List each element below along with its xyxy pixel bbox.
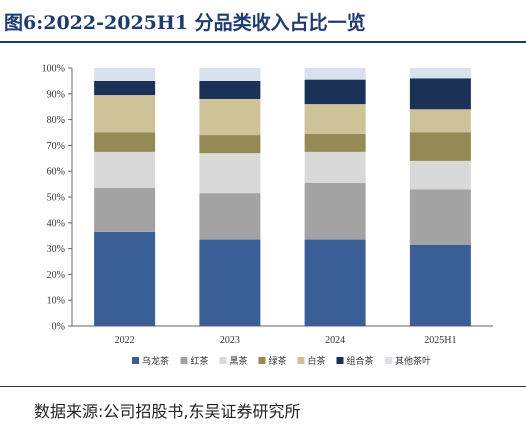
bar-segment-3 bbox=[409, 160, 471, 190]
legend-label: 红茶 bbox=[191, 355, 209, 367]
y-tick-label: 60% bbox=[47, 167, 65, 178]
bar-segment-6 bbox=[304, 79, 366, 105]
legend-label: 乌龙茶 bbox=[142, 355, 169, 367]
bar-segment-7 bbox=[94, 68, 156, 81]
legend-label: 白茶 bbox=[308, 355, 326, 367]
bar-segment-1 bbox=[409, 244, 471, 326]
legend-swatch bbox=[219, 357, 227, 364]
stacked-bar-chart: 0% 10% 20% 30% 40% 50% 60% 70% 80% 90% 100% 2022 202… bbox=[42, 64, 493, 367]
y-tick-label: 0% bbox=[52, 322, 65, 333]
bar-segment-5 bbox=[304, 104, 366, 134]
y-tick-label: 90% bbox=[47, 89, 65, 100]
x-tick-label: 2022 bbox=[115, 335, 135, 346]
bar-segment-6 bbox=[409, 78, 471, 110]
bar-segment-2 bbox=[199, 193, 261, 240]
bar-segment-3 bbox=[199, 153, 261, 194]
title-divider bbox=[0, 41, 526, 43]
y-tick-label: 20% bbox=[47, 270, 65, 281]
legend-label: 其他茶叶 bbox=[395, 355, 431, 367]
bar-segment-5 bbox=[409, 109, 471, 133]
bar-segment-6 bbox=[199, 80, 261, 99]
y-tick-label: 70% bbox=[47, 141, 65, 152]
legend-swatch bbox=[132, 357, 139, 364]
legend-swatch bbox=[336, 357, 344, 364]
legend-swatch bbox=[297, 357, 305, 364]
legend-label: 黑茶 bbox=[230, 355, 248, 367]
bar-segment-1 bbox=[304, 239, 366, 326]
bar-segment-2 bbox=[409, 189, 471, 245]
bar-segment-2 bbox=[304, 182, 366, 240]
bar-segment-7 bbox=[304, 68, 366, 80]
bar-segment-4 bbox=[94, 132, 156, 152]
footer-divider bbox=[0, 386, 526, 387]
bar-segment-7 bbox=[199, 68, 261, 81]
bar-segment-1 bbox=[94, 231, 156, 326]
bar-segment-2 bbox=[94, 187, 156, 232]
bar-segment-6 bbox=[94, 80, 156, 96]
y-tick-label: 10% bbox=[47, 296, 65, 307]
bar-segment-4 bbox=[409, 132, 471, 161]
x-tick-label: 2023 bbox=[220, 335, 240, 346]
figure-title: 图6:2022-2025H1 分品类收入占比一览 bbox=[4, 12, 366, 34]
bar-segment-4 bbox=[199, 135, 261, 154]
legend-swatch bbox=[180, 357, 188, 364]
legend-label: 绿茶 bbox=[269, 355, 287, 367]
legend-swatch bbox=[258, 357, 266, 364]
source-note: 数据来源:公司招股书,东吴证券研究所 bbox=[34, 402, 301, 421]
y-tick-label: 80% bbox=[47, 115, 65, 126]
y-tick-label: 30% bbox=[47, 244, 65, 255]
legend-label: 组合茶 bbox=[347, 355, 374, 367]
bar-segment-3 bbox=[304, 151, 366, 183]
bar-segment-3 bbox=[94, 151, 156, 188]
bar-segment-5 bbox=[94, 95, 156, 133]
bar-segment-1 bbox=[199, 239, 261, 326]
bar-segment-4 bbox=[304, 133, 366, 152]
y-tick-label: 40% bbox=[47, 218, 65, 229]
x-tick-label: 2025H1 bbox=[424, 335, 456, 346]
title-area: 图6:2022-2025H1 分品类收入占比一览 bbox=[0, 0, 526, 44]
y-tick-label: 50% bbox=[47, 193, 65, 204]
legend-swatch bbox=[385, 357, 392, 364]
y-tick-label: 100% bbox=[42, 64, 65, 75]
bar-segment-5 bbox=[199, 98, 261, 136]
x-tick-label: 2024 bbox=[325, 335, 345, 346]
bar-segment-7 bbox=[409, 68, 471, 79]
